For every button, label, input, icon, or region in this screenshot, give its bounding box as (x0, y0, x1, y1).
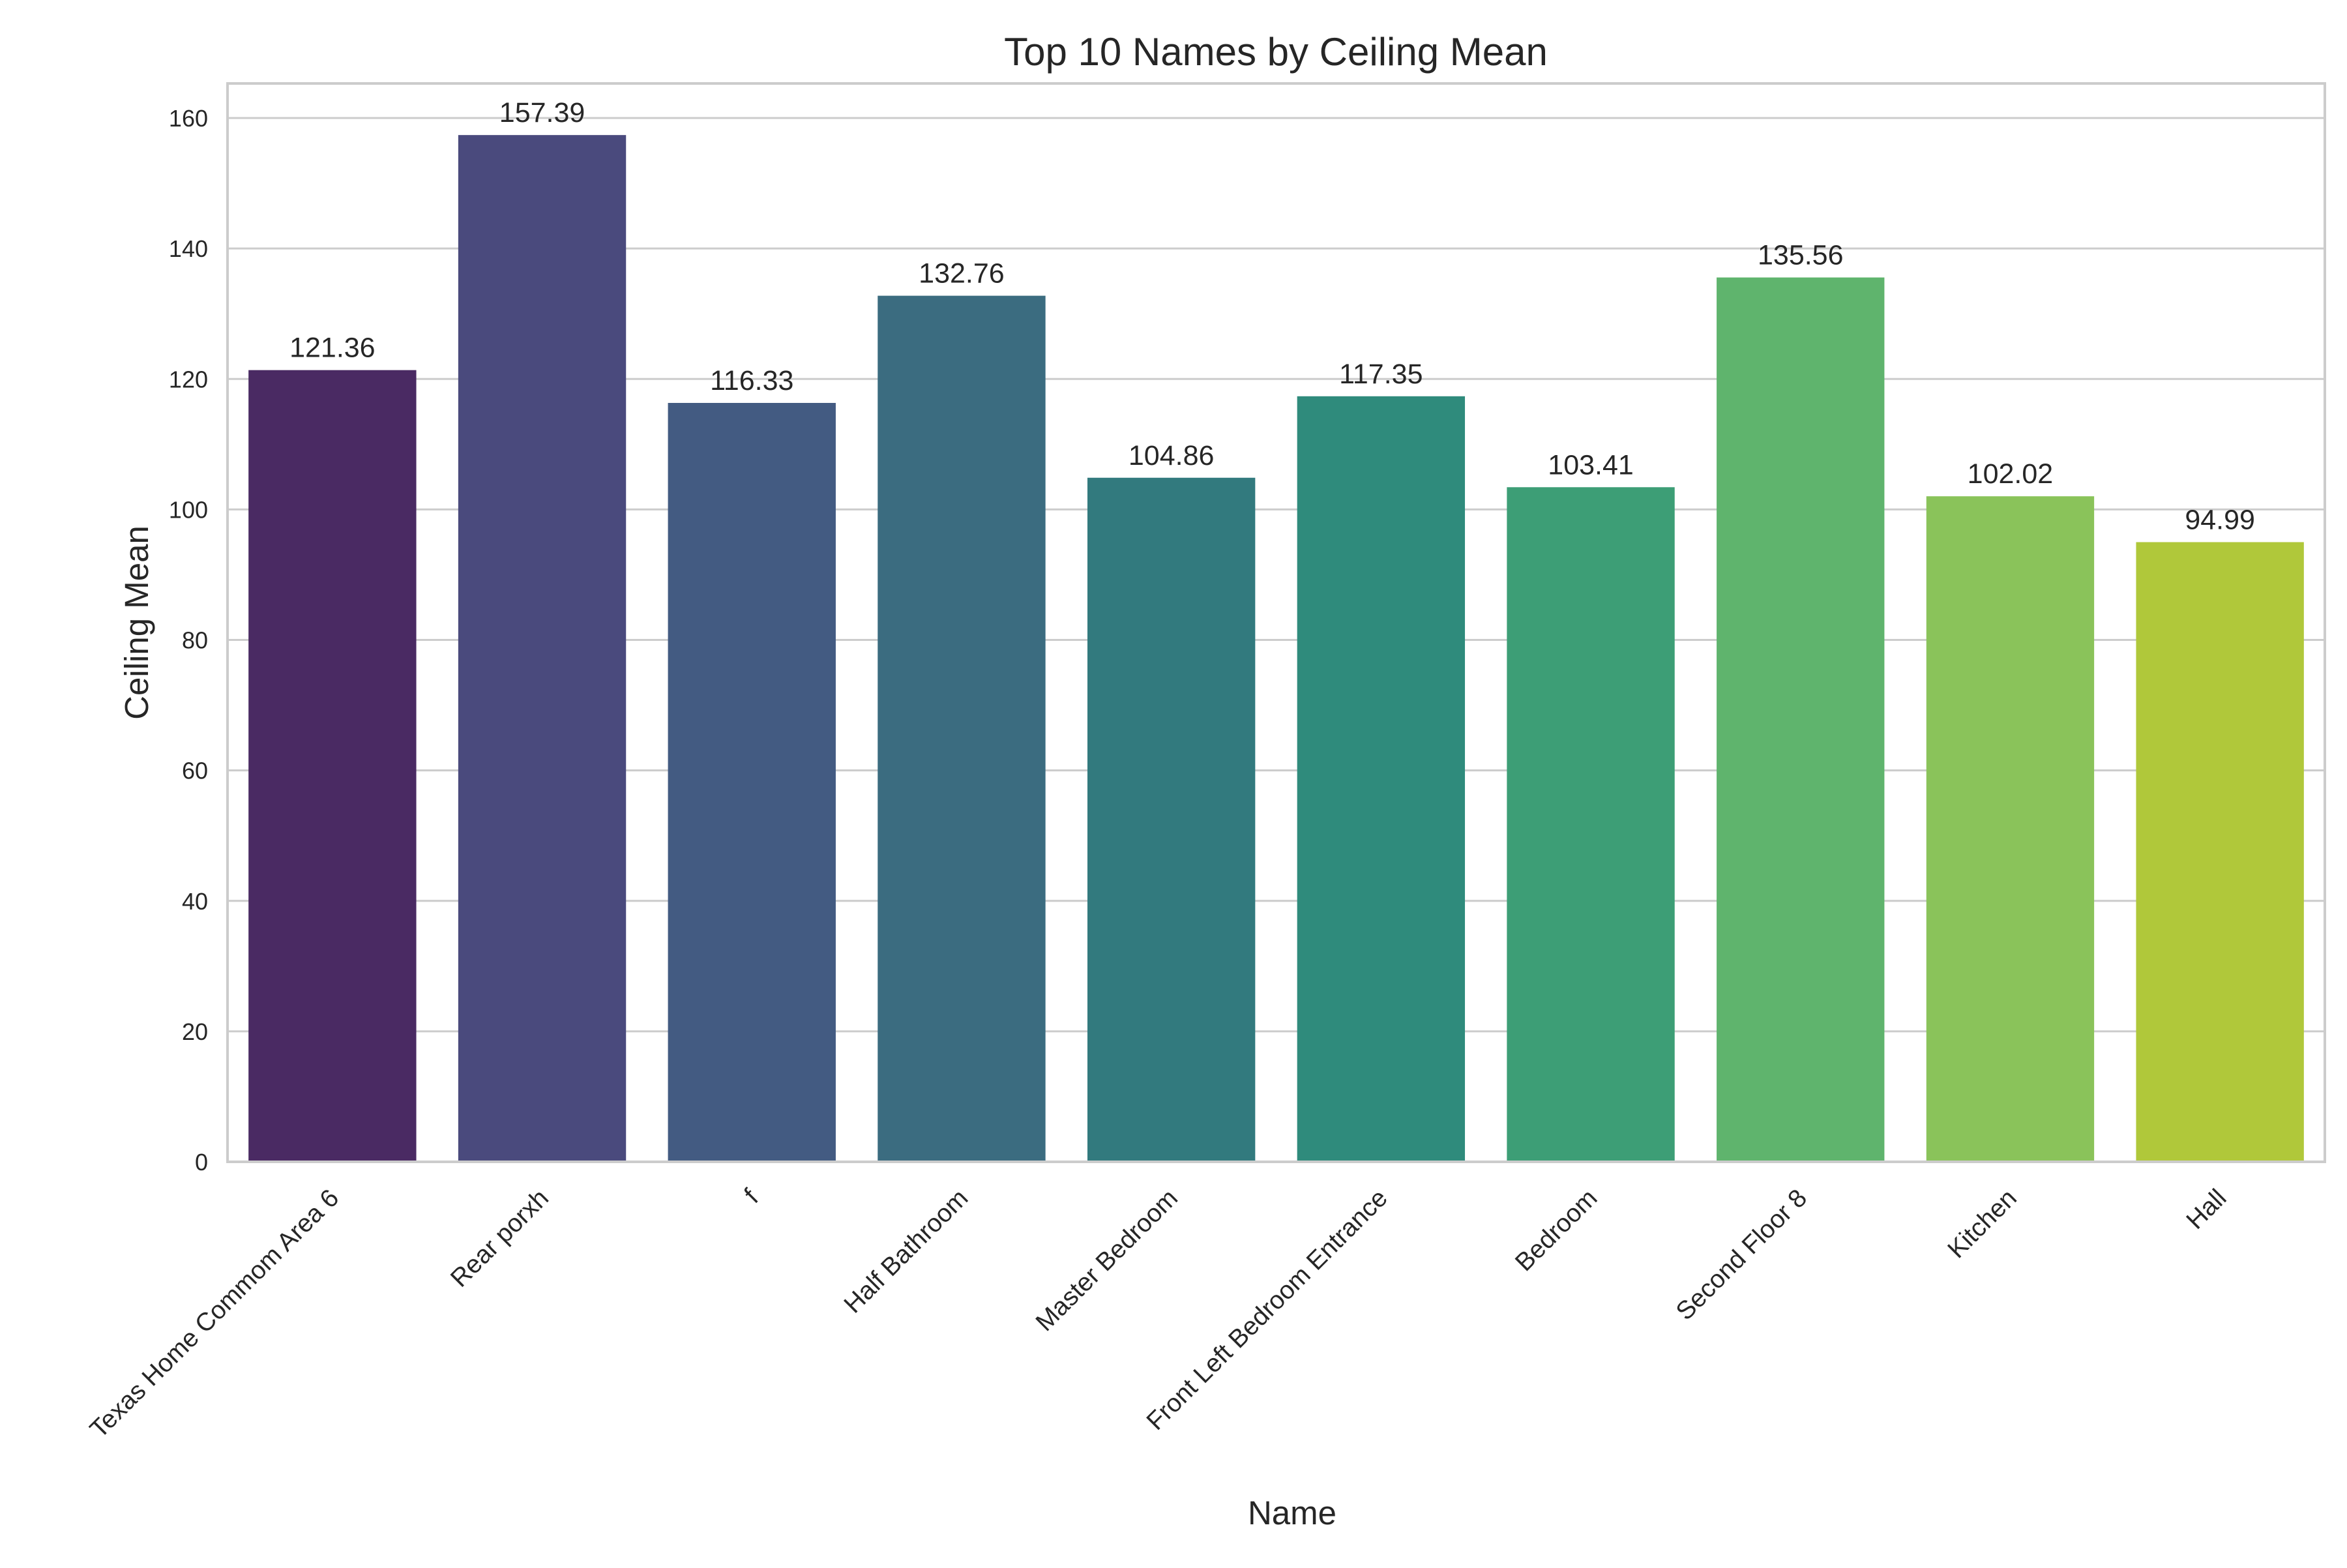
bar (1926, 496, 2095, 1162)
y-axis-title: Ceiling Mean (118, 525, 155, 720)
y-tick-label: 160 (169, 105, 208, 132)
y-tick-label: 60 (182, 758, 208, 784)
bar (2136, 542, 2304, 1162)
data-label: 121.36 (289, 333, 376, 364)
data-label: 103.41 (1548, 449, 1634, 481)
data-labels: 121.36 157.39 116.33 132.76 104.86 117.35 103.… (289, 97, 2255, 535)
x-tick-label: Kitchen (1942, 1184, 2022, 1264)
x-axis-title: Name (1248, 1494, 1336, 1531)
y-tick-label: 40 (182, 888, 208, 915)
bar (1717, 277, 1885, 1162)
bar (458, 135, 627, 1162)
x-tick-label: Half Bathroom (839, 1184, 974, 1319)
data-label: 117.35 (1339, 359, 1423, 390)
data-label: 116.33 (710, 365, 793, 396)
bar (1297, 396, 1466, 1162)
x-tick-label: Master Bedroom (1031, 1184, 1183, 1337)
x-tick-label: Bedroom (1510, 1184, 1602, 1277)
bar (1507, 487, 1675, 1162)
y-tick-label: 0 (195, 1149, 208, 1176)
x-axis-ticks: Texas Home Commom Area 6 Rear porxh f Half … (85, 1184, 2232, 1443)
plot-frame (226, 82, 2326, 1163)
data-label: 94.99 (2185, 505, 2255, 536)
chart-title: Top 10 Names by Ceiling Mean (1004, 30, 1548, 74)
bar (878, 295, 1046, 1162)
y-tick-label: 20 (182, 1018, 208, 1045)
bar (1087, 477, 1256, 1162)
data-label: 132.76 (919, 258, 1005, 289)
data-label: 135.56 (1758, 240, 1844, 271)
bar (248, 370, 417, 1162)
x-tick-label: f (739, 1184, 764, 1209)
x-tick-label: Rear porxh (445, 1184, 554, 1293)
x-tick-label: Hall (2181, 1184, 2232, 1235)
x-tick-label: Front Left Bedroom Entrance (1142, 1184, 1393, 1436)
x-tick-label: Second Floor 8 (1671, 1184, 1812, 1325)
data-label: 102.02 (1968, 458, 2054, 490)
x-tick-label: Texas Home Commom Area 6 (85, 1184, 344, 1443)
y-tick-label: 80 (182, 627, 208, 654)
data-label: 157.39 (499, 97, 585, 128)
y-tick-label: 120 (169, 366, 208, 392)
y-axis-ticks: 0 20 40 60 80 100 120 140 160 (169, 105, 208, 1176)
y-tick-label: 140 (169, 235, 208, 262)
data-label: 104.86 (1129, 440, 1215, 471)
y-tick-label: 100 (169, 496, 208, 523)
bars (248, 135, 2304, 1162)
bar (668, 402, 836, 1162)
